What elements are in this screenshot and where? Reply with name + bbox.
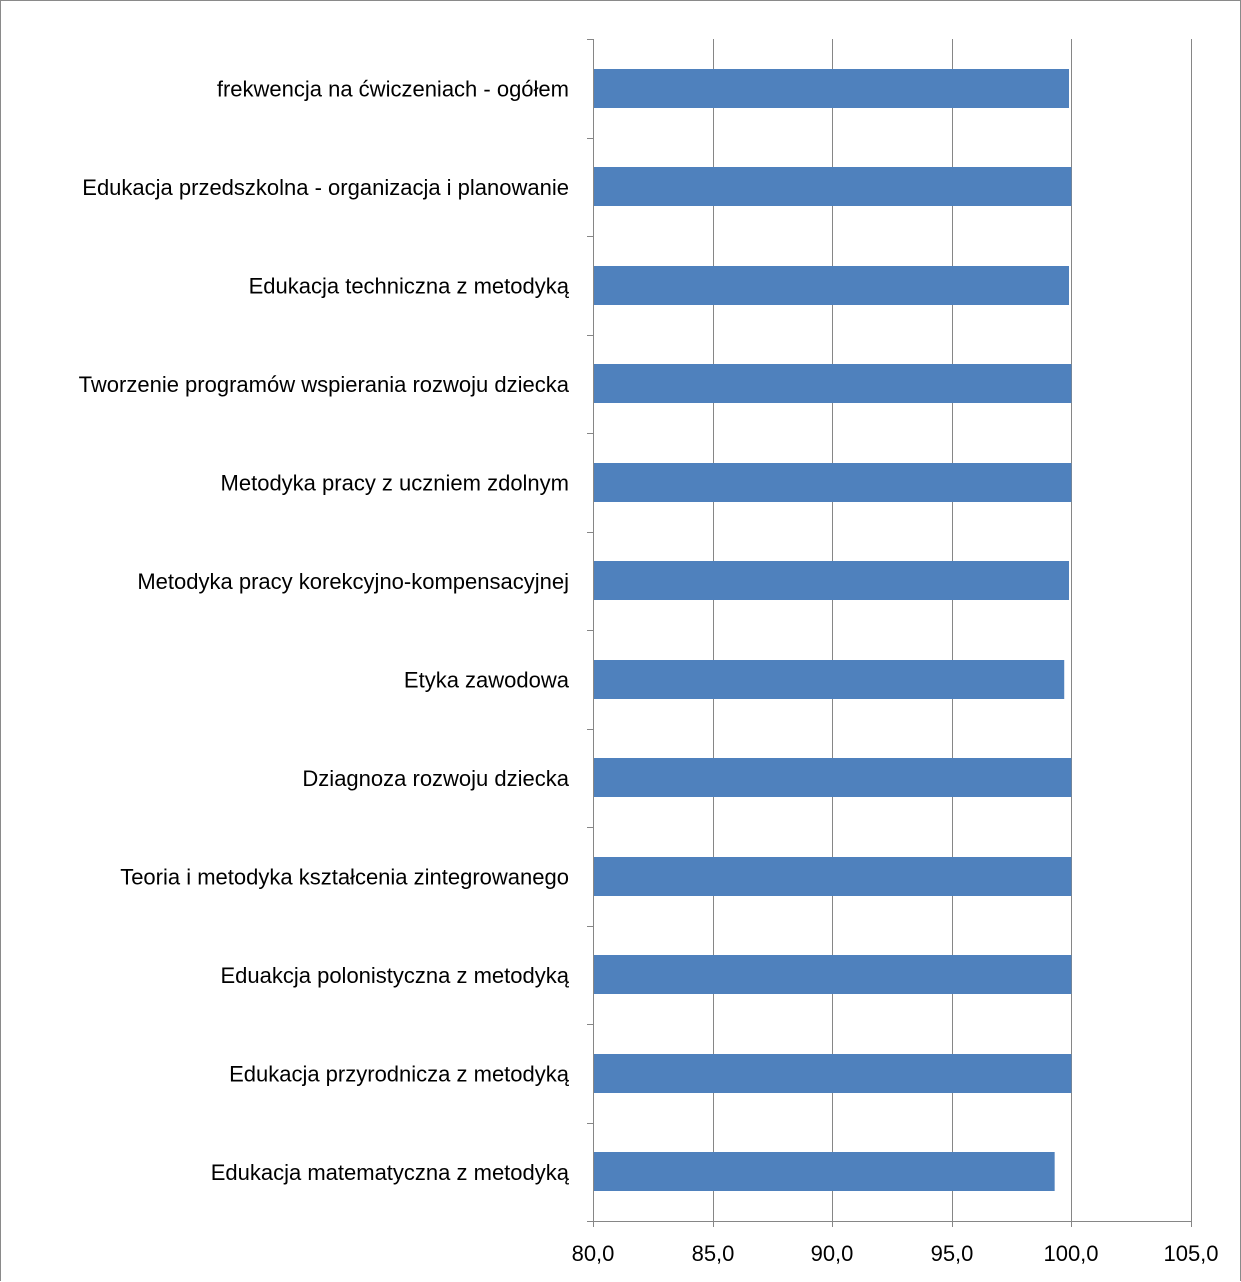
bars: [594, 69, 1072, 1191]
bar: [594, 758, 1072, 797]
x-tick-label: 95,0: [931, 1241, 974, 1266]
x-tick-label: 85,0: [692, 1241, 735, 1266]
bar: [594, 857, 1072, 896]
axes: [587, 39, 1192, 1227]
x-tick-label: 105,0: [1163, 1241, 1218, 1266]
gridlines: [713, 39, 1192, 1221]
bar: [594, 955, 1072, 994]
category-label: Tworzenie programów wspierania rozwoju d…: [79, 372, 570, 397]
x-tick-label: 100,0: [1043, 1241, 1098, 1266]
category-label: Metodyka pracy z uczniem zdolnym: [221, 470, 569, 495]
bar: [594, 1054, 1072, 1093]
bar: [594, 266, 1070, 305]
category-label: frekwencja na ćwiczeniach - ogółem: [217, 76, 569, 101]
category-label: Teoria i metodyka kształcenia zintegrowa…: [120, 864, 569, 889]
category-label: Edukacja przedszkolna - organizacja i pl…: [82, 175, 569, 200]
category-label: Dziagnoza rozwoju dziecka: [302, 766, 569, 791]
bar: [594, 1152, 1055, 1191]
x-tick-label: 80,0: [572, 1241, 615, 1266]
bar: [594, 69, 1070, 108]
category-label: Eduakcja polonistyczna z metodyką: [220, 963, 569, 988]
bar: [594, 660, 1065, 699]
x-tick-label: 90,0: [811, 1241, 854, 1266]
bar: [594, 167, 1072, 206]
category-label: Etyka zawodowa: [404, 667, 570, 692]
category-label: Edukacja matematyczna z metodyką: [211, 1160, 570, 1185]
category-label: Edukacja techniczna z metodyką: [249, 273, 570, 298]
category-label: Metodyka pracy korekcyjno-kompensacyjnej: [137, 569, 569, 594]
bar: [594, 561, 1070, 600]
x-tick-labels: 80,0 85,0 90,0 95,0 100,0 105,0: [572, 1241, 1219, 1266]
bar: [594, 364, 1072, 403]
bar: [594, 463, 1072, 502]
category-labels: frekwencja na ćwiczeniach - ogółem Edukac…: [79, 76, 570, 1185]
category-label: Edukacja przyrodnicza z metodyką: [229, 1061, 570, 1086]
